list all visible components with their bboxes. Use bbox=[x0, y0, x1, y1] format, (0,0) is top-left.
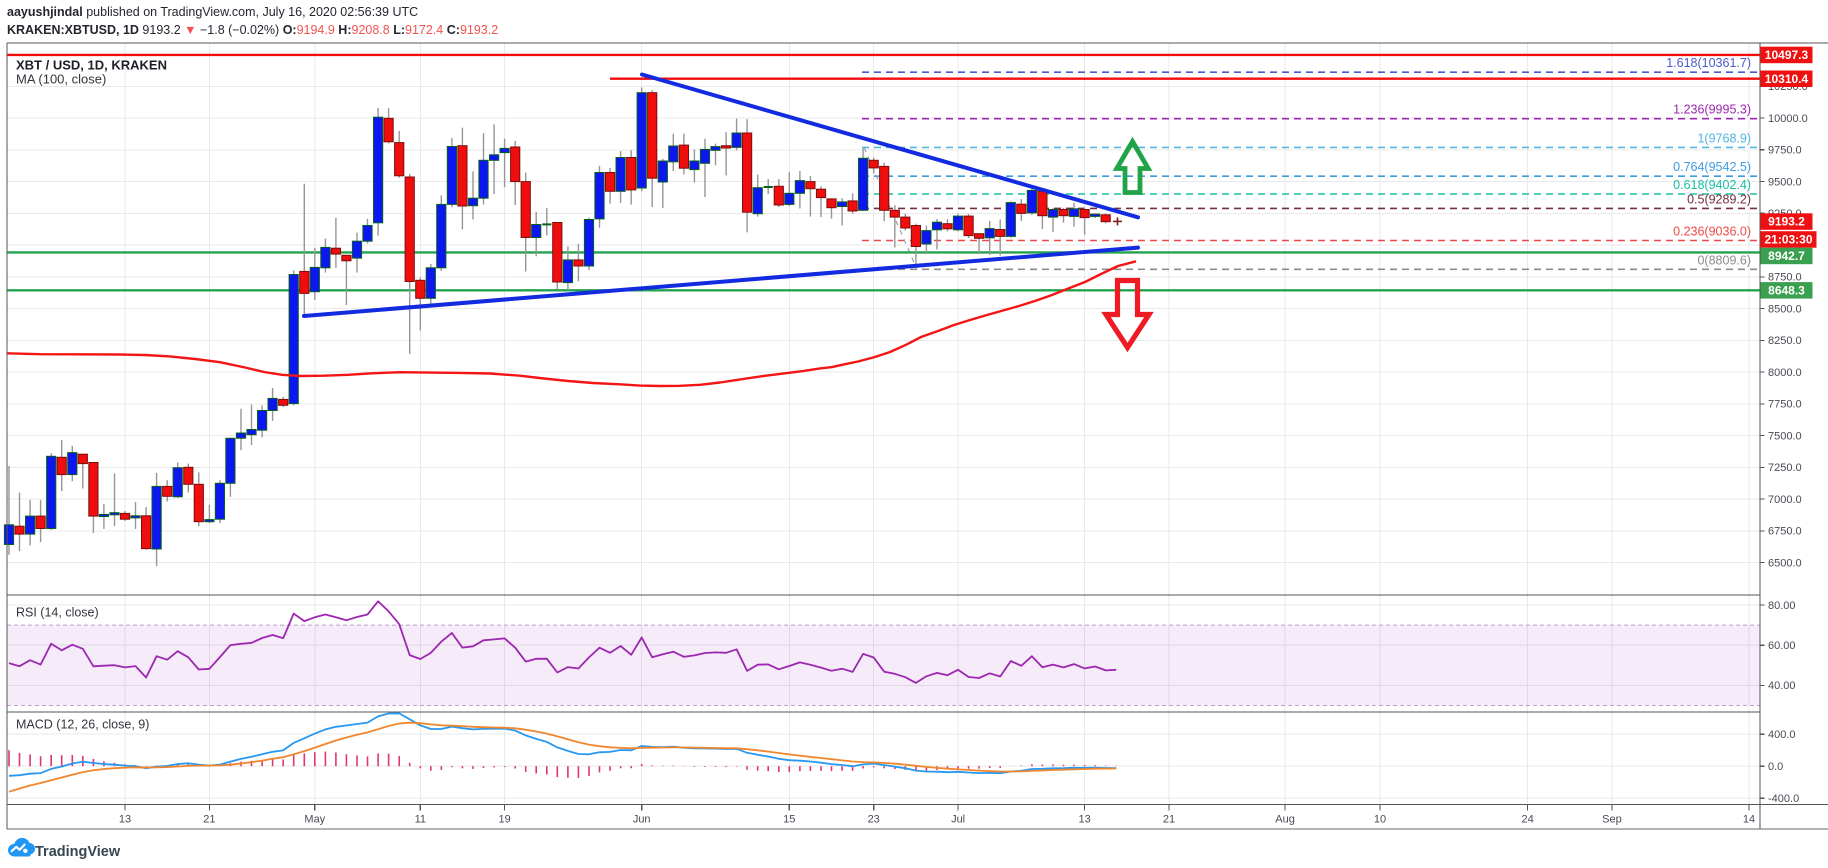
svg-text:11: 11 bbox=[415, 814, 426, 826]
svg-text:RSI (14, close): RSI (14, close) bbox=[16, 606, 99, 620]
svg-text:8942.7: 8942.7 bbox=[1768, 249, 1805, 263]
svg-text:0.0: 0.0 bbox=[1768, 761, 1783, 773]
svg-text:40.00: 40.00 bbox=[1768, 680, 1796, 692]
svg-text:8000.0: 8000.0 bbox=[1768, 367, 1802, 379]
svg-text:MA (100, close): MA (100, close) bbox=[16, 72, 106, 87]
svg-text:8648.3: 8648.3 bbox=[1768, 284, 1805, 298]
svg-text:21: 21 bbox=[1163, 814, 1175, 826]
svg-text:1.236(9995.3): 1.236(9995.3) bbox=[1673, 103, 1751, 117]
svg-text:14: 14 bbox=[1743, 814, 1755, 826]
svg-text:6500.0: 6500.0 bbox=[1768, 557, 1802, 569]
svg-text:10310.4: 10310.4 bbox=[1765, 72, 1809, 86]
svg-text:Jun: Jun bbox=[633, 814, 651, 826]
svg-text:21:03:30: 21:03:30 bbox=[1764, 233, 1812, 247]
svg-text:1.618(10361.7): 1.618(10361.7) bbox=[1666, 56, 1751, 70]
svg-text:0.618(9402.4): 0.618(9402.4) bbox=[1673, 178, 1751, 192]
svg-text:Jul: Jul bbox=[951, 814, 965, 826]
svg-text:6750.0: 6750.0 bbox=[1768, 526, 1802, 538]
svg-text:60.00: 60.00 bbox=[1768, 640, 1796, 652]
svg-text:19: 19 bbox=[498, 814, 510, 826]
svg-text:XBT / USD, 1D, KRAKEN: XBT / USD, 1D, KRAKEN bbox=[16, 58, 167, 73]
svg-text:23: 23 bbox=[868, 814, 880, 826]
svg-text:7500.0: 7500.0 bbox=[1768, 430, 1802, 442]
svg-text:9500.0: 9500.0 bbox=[1768, 176, 1802, 188]
svg-text:400.0: 400.0 bbox=[1768, 729, 1796, 741]
svg-text:9750.0: 9750.0 bbox=[1768, 145, 1802, 157]
svg-text:1(9768.9): 1(9768.9) bbox=[1697, 131, 1751, 145]
svg-text:Aug: Aug bbox=[1275, 814, 1295, 826]
svg-text:MACD (12, 26, close, 9): MACD (12, 26, close, 9) bbox=[16, 718, 149, 732]
svg-text:0.236(9036.0): 0.236(9036.0) bbox=[1673, 225, 1751, 239]
svg-text:8500.0: 8500.0 bbox=[1768, 303, 1802, 315]
svg-text:8250.0: 8250.0 bbox=[1768, 335, 1802, 347]
svg-text:0(8809.6): 0(8809.6) bbox=[1697, 253, 1751, 267]
svg-text:7000.0: 7000.0 bbox=[1768, 494, 1802, 506]
svg-text:0.764(9542.5): 0.764(9542.5) bbox=[1673, 160, 1751, 174]
svg-text:8750.0: 8750.0 bbox=[1768, 272, 1802, 284]
svg-text:-400.0: -400.0 bbox=[1768, 793, 1799, 805]
svg-text:80.00: 80.00 bbox=[1768, 600, 1796, 612]
svg-text:13: 13 bbox=[1078, 814, 1090, 826]
svg-text:0.5(9289.2): 0.5(9289.2) bbox=[1687, 192, 1751, 206]
svg-text:13: 13 bbox=[119, 814, 131, 826]
svg-text:TradingView: TradingView bbox=[35, 844, 121, 860]
svg-text:aayushjindal published on Trad: aayushjindal published on TradingView.co… bbox=[7, 5, 418, 19]
svg-text:10000.0: 10000.0 bbox=[1768, 113, 1808, 125]
svg-text:10497.3: 10497.3 bbox=[1765, 48, 1809, 62]
svg-text:7750.0: 7750.0 bbox=[1768, 399, 1802, 411]
svg-text:21: 21 bbox=[203, 814, 215, 826]
svg-text:Sep: Sep bbox=[1602, 814, 1622, 826]
svg-text:15: 15 bbox=[783, 814, 795, 826]
svg-text:7250.0: 7250.0 bbox=[1768, 462, 1802, 474]
svg-text:10: 10 bbox=[1374, 814, 1386, 826]
svg-text:9193.2: 9193.2 bbox=[1768, 215, 1805, 229]
svg-text:May: May bbox=[304, 814, 325, 826]
svg-text:24: 24 bbox=[1521, 814, 1533, 826]
svg-text:KRAKEN:XBTUSD, 1D 9193.2 ▼ −1.: KRAKEN:XBTUSD, 1D 9193.2 ▼ −1.8 (−0.02%)… bbox=[7, 23, 498, 37]
